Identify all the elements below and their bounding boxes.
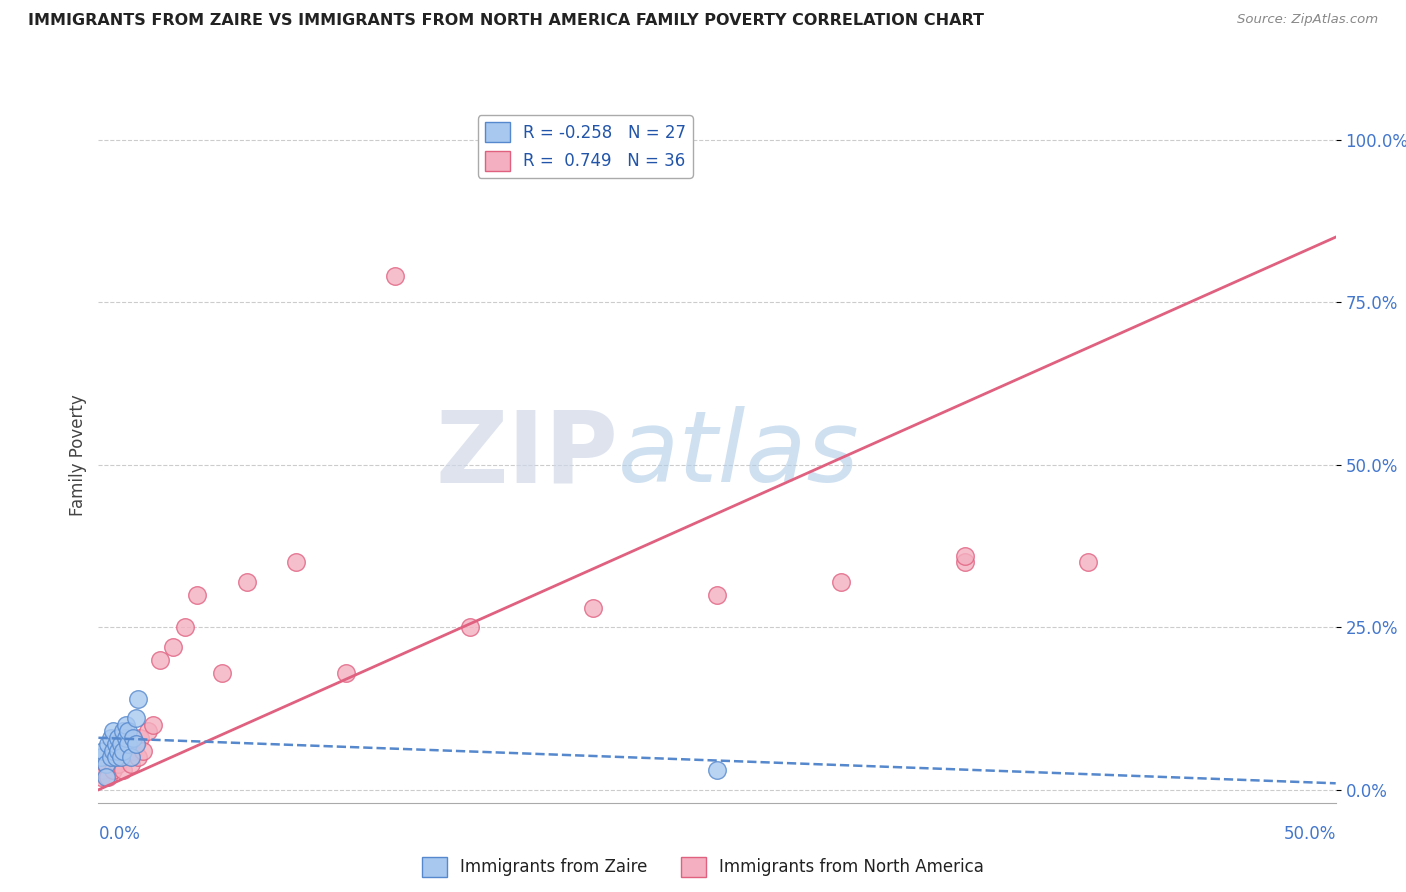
Point bbox=[110, 750, 132, 764]
Point bbox=[129, 731, 152, 745]
Point bbox=[236, 574, 259, 589]
Text: IMMIGRANTS FROM ZAIRE VS IMMIGRANTS FROM NORTH AMERICA FAMILY POVERTY CORRELATIO: IMMIGRANTS FROM ZAIRE VS IMMIGRANTS FROM… bbox=[28, 13, 984, 29]
Point bbox=[706, 588, 728, 602]
Point bbox=[211, 665, 233, 680]
Legend: Immigrants from Zaire, Immigrants from North America: Immigrants from Zaire, Immigrants from N… bbox=[415, 850, 991, 884]
Point bbox=[93, 744, 115, 758]
Point bbox=[127, 691, 149, 706]
Point bbox=[1077, 555, 1099, 569]
Point bbox=[458, 620, 481, 634]
Point bbox=[103, 764, 125, 778]
Point bbox=[110, 737, 132, 751]
Point bbox=[174, 620, 197, 634]
Point bbox=[107, 731, 129, 745]
Point bbox=[94, 770, 117, 784]
Point bbox=[582, 600, 605, 615]
Point bbox=[100, 750, 122, 764]
Point bbox=[97, 737, 120, 751]
Point bbox=[104, 750, 127, 764]
Point bbox=[122, 744, 145, 758]
Point bbox=[112, 764, 135, 778]
Point bbox=[100, 750, 122, 764]
Point bbox=[186, 588, 208, 602]
Point bbox=[706, 764, 728, 778]
Point bbox=[94, 756, 117, 771]
Point bbox=[103, 744, 125, 758]
Text: atlas: atlas bbox=[619, 407, 859, 503]
Point bbox=[97, 770, 120, 784]
Point bbox=[953, 549, 976, 563]
Point bbox=[120, 750, 142, 764]
Point bbox=[953, 555, 976, 569]
Point bbox=[162, 640, 184, 654]
Point bbox=[94, 756, 117, 771]
Point bbox=[136, 724, 159, 739]
Point bbox=[384, 269, 406, 284]
Point bbox=[112, 744, 135, 758]
Point bbox=[104, 744, 127, 758]
Point bbox=[142, 718, 165, 732]
Point bbox=[122, 731, 145, 745]
Point bbox=[107, 744, 129, 758]
Y-axis label: Family Poverty: Family Poverty bbox=[69, 394, 87, 516]
Point bbox=[117, 737, 139, 751]
Point bbox=[112, 724, 135, 739]
Point bbox=[93, 764, 115, 778]
Point bbox=[110, 750, 132, 764]
Point bbox=[90, 750, 112, 764]
Point bbox=[149, 653, 172, 667]
Point bbox=[127, 750, 149, 764]
Point bbox=[285, 555, 308, 569]
Text: ZIP: ZIP bbox=[436, 407, 619, 503]
Point bbox=[117, 731, 139, 745]
Point bbox=[103, 724, 125, 739]
Point bbox=[124, 737, 146, 751]
Text: 50.0%: 50.0% bbox=[1284, 825, 1336, 843]
Text: Source: ZipAtlas.com: Source: ZipAtlas.com bbox=[1237, 13, 1378, 27]
Point bbox=[114, 744, 136, 758]
Point bbox=[104, 737, 127, 751]
Point bbox=[117, 724, 139, 739]
Point bbox=[335, 665, 357, 680]
Point bbox=[100, 731, 122, 745]
Point bbox=[120, 756, 142, 771]
Text: 0.0%: 0.0% bbox=[98, 825, 141, 843]
Legend: R = -0.258   N = 27, R =  0.749   N = 36: R = -0.258 N = 27, R = 0.749 N = 36 bbox=[478, 115, 693, 178]
Point bbox=[107, 756, 129, 771]
Point bbox=[132, 744, 155, 758]
Point bbox=[114, 731, 136, 745]
Point bbox=[124, 737, 146, 751]
Point bbox=[90, 770, 112, 784]
Point bbox=[830, 574, 852, 589]
Point bbox=[124, 711, 146, 725]
Point bbox=[114, 718, 136, 732]
